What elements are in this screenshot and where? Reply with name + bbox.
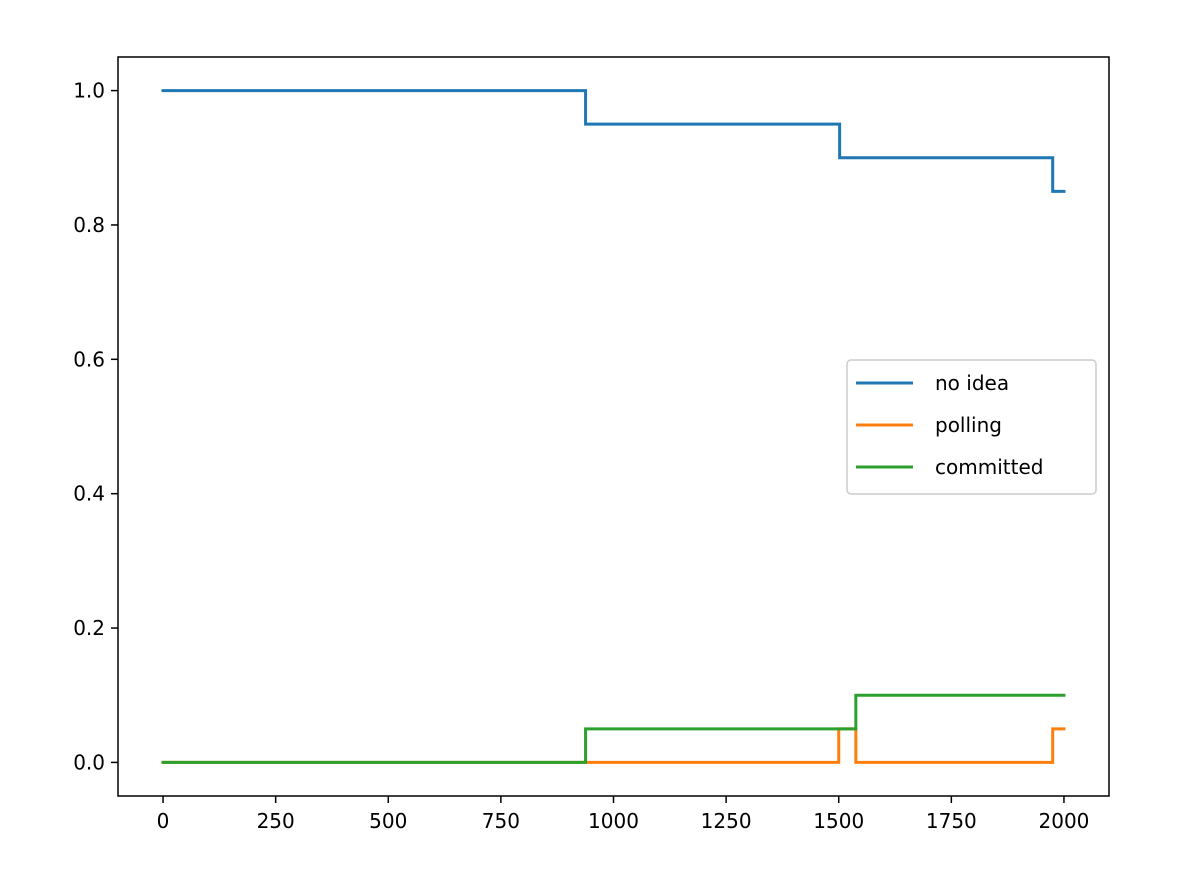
- x-tick-label: 1500: [813, 809, 864, 833]
- x-tick-label: 1750: [926, 809, 977, 833]
- legend-label-polling: polling: [935, 413, 1002, 437]
- x-tick-label: 250: [257, 809, 295, 833]
- series-layer: [161, 89, 1066, 764]
- x-tick-label: 1250: [701, 809, 752, 833]
- legend-box: [846, 359, 1097, 495]
- x-tick-label: 1000: [588, 809, 639, 833]
- y-tick-label: 0.4: [73, 482, 105, 506]
- y-tick-label: 0.2: [73, 616, 105, 640]
- legend-label-no-idea: no idea: [935, 371, 1009, 395]
- x-tick-label: 2000: [1039, 809, 1090, 833]
- series-line-polling: [161, 727, 1066, 764]
- legend: no idea polling committed: [846, 359, 1097, 495]
- legend-label-committed: committed: [935, 455, 1043, 479]
- x-tick-label: 0: [157, 809, 170, 833]
- series-line-committed: [161, 693, 1066, 764]
- y-tick-label: 0.8: [73, 213, 105, 237]
- axis-layer: 0 250 500 750 1000 1250 1500 1750 2000 0.0 0.2 0.4 0…: [73, 79, 1089, 833]
- series-line-no-idea: [161, 89, 1066, 193]
- y-tick-label: 0.6: [73, 347, 105, 371]
- x-tick-label: 750: [482, 809, 520, 833]
- y-tick-label: 0.0: [73, 750, 105, 774]
- x-tick-label: 500: [369, 809, 407, 833]
- y-tick-label: 1.0: [73, 79, 105, 103]
